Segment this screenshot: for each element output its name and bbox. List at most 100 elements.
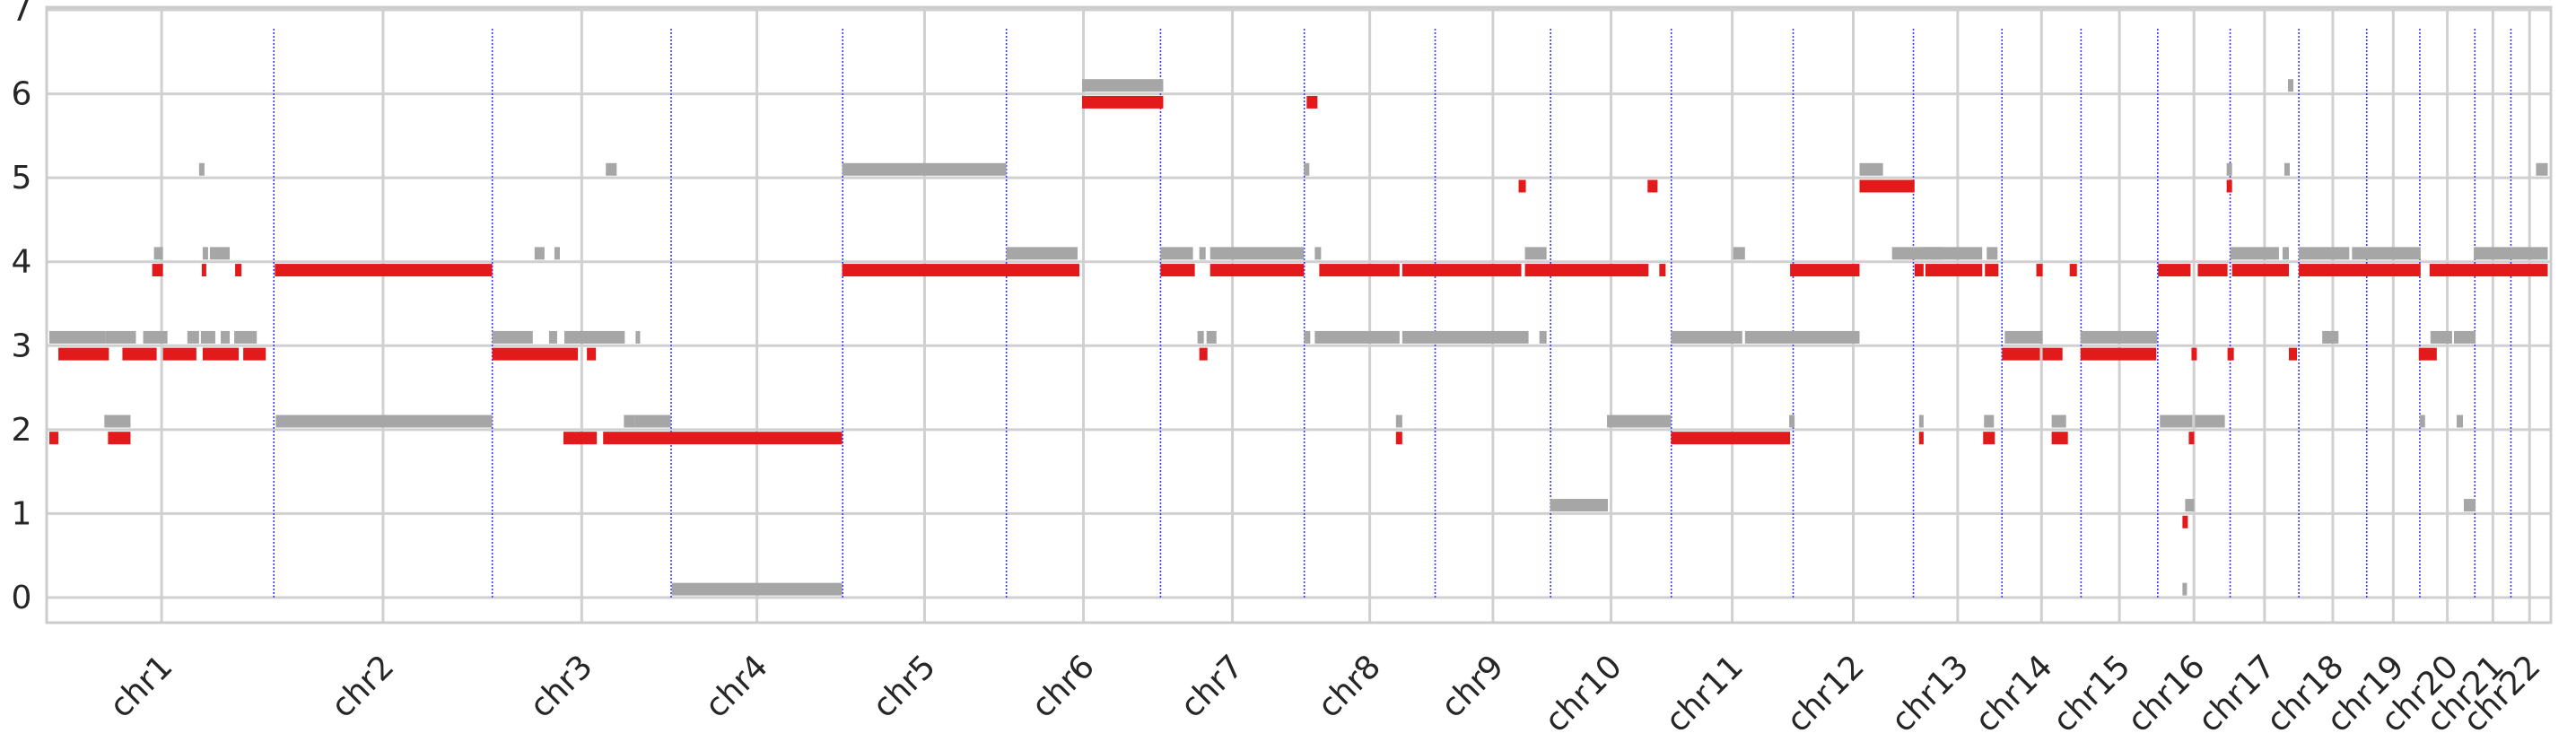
gray-segment bbox=[2051, 415, 2066, 428]
red-segment bbox=[2080, 347, 2157, 361]
y-tick-label: 1 bbox=[12, 495, 32, 532]
gray-segment bbox=[554, 247, 560, 260]
x-gridlines bbox=[160, 7, 2531, 623]
red-segment bbox=[49, 432, 59, 445]
gray-segment bbox=[187, 330, 199, 344]
red-segment bbox=[2191, 347, 2197, 361]
red-segment bbox=[1659, 264, 1666, 277]
gray-series bbox=[49, 79, 2548, 596]
y-gridlines bbox=[47, 8, 2551, 599]
x-tick-label: chr11 bbox=[1659, 648, 1751, 739]
red-segment bbox=[1081, 95, 1164, 109]
gray-segment bbox=[2282, 247, 2289, 260]
gray-segment bbox=[1402, 330, 1529, 344]
red-segment bbox=[563, 432, 598, 445]
gray-segment bbox=[1859, 162, 1883, 176]
gray-segment bbox=[2453, 330, 2476, 344]
x-tick-labels: chr1 chr2 chr3 chr4 chr5 chr6 chr7 chr8 chr9 chr1… bbox=[103, 648, 2548, 739]
gray-segment bbox=[209, 247, 231, 260]
red-series bbox=[49, 95, 2548, 528]
gray-segment bbox=[104, 415, 131, 428]
gray-segment bbox=[49, 330, 106, 344]
red-segment bbox=[1518, 179, 1526, 193]
red-segment bbox=[842, 264, 1079, 277]
x-tick-label: chr9 bbox=[1434, 648, 1511, 725]
gray-segment bbox=[234, 330, 258, 344]
gray-segment bbox=[1395, 415, 1402, 428]
x-tick-label: chr6 bbox=[1025, 648, 1102, 725]
red-segment bbox=[2429, 264, 2548, 277]
red-segment bbox=[1319, 264, 1400, 277]
red-segment bbox=[1983, 432, 1995, 445]
red-segment bbox=[1918, 432, 1924, 445]
gray-segment bbox=[2419, 415, 2425, 428]
gray-segment bbox=[671, 582, 843, 596]
x-tick-label: chr3 bbox=[523, 648, 600, 725]
gray-segment bbox=[200, 330, 215, 344]
gray-segment bbox=[2160, 415, 2193, 428]
y-tick-labels: 0 1 2 3 4 5 6 7 bbox=[12, 0, 32, 616]
x-tick-label: chr7 bbox=[1174, 648, 1251, 725]
gray-segment bbox=[534, 247, 545, 260]
gray-segment bbox=[1006, 247, 1078, 260]
red-segment bbox=[2227, 347, 2234, 361]
gray-segment bbox=[2287, 79, 2294, 92]
gray-segment bbox=[1987, 247, 1998, 260]
red-segment bbox=[492, 347, 579, 361]
x-tick-label: chr2 bbox=[325, 648, 402, 725]
gray-segment bbox=[634, 415, 671, 428]
plot-frame bbox=[45, 5, 2553, 624]
red-segment bbox=[603, 432, 843, 445]
red-segment bbox=[1925, 264, 1983, 277]
gray-segment bbox=[1744, 330, 1860, 344]
x-tick-label: chr13 bbox=[1884, 648, 1976, 739]
gray-segment bbox=[2464, 499, 2476, 512]
x-tick-label: chr1 bbox=[103, 648, 180, 725]
gray-segment bbox=[624, 415, 635, 428]
red-segment bbox=[587, 347, 597, 361]
x-tick-label: chr16 bbox=[2121, 648, 2213, 739]
gray-segment bbox=[153, 247, 163, 260]
gray-segment bbox=[2230, 247, 2279, 260]
red-segment bbox=[58, 347, 109, 361]
y-tick-label: 7 bbox=[12, 0, 32, 29]
x-tick-label: chr4 bbox=[698, 648, 775, 725]
red-segment bbox=[1209, 264, 1305, 277]
red-segment bbox=[2226, 179, 2232, 193]
red-segment bbox=[1199, 347, 1208, 361]
gray-segment bbox=[1314, 330, 1400, 344]
gray-segment bbox=[220, 330, 231, 344]
x-tick-label: chr10 bbox=[1538, 648, 1629, 739]
red-segment bbox=[2288, 347, 2298, 361]
gray-segment bbox=[198, 162, 205, 176]
red-segment bbox=[2042, 347, 2063, 361]
y-tick-label: 6 bbox=[12, 76, 32, 113]
red-segment bbox=[152, 264, 163, 277]
y-tick-label: 5 bbox=[12, 160, 32, 196]
red-segment bbox=[243, 347, 266, 361]
red-segment bbox=[1160, 264, 1195, 277]
gray-segment bbox=[1206, 330, 1217, 344]
gray-segment bbox=[1197, 330, 1204, 344]
red-segment bbox=[162, 347, 196, 361]
gray-segment bbox=[2474, 247, 2548, 260]
x-tick-label: chr12 bbox=[1780, 648, 1872, 739]
y-tick-label: 3 bbox=[12, 327, 32, 364]
red-segment bbox=[108, 432, 131, 445]
red-segment bbox=[1914, 264, 1924, 277]
gray-segment bbox=[1304, 330, 1311, 344]
gray-segment bbox=[1160, 247, 1193, 260]
red-segment bbox=[202, 347, 240, 361]
gray-segment bbox=[1984, 415, 1995, 428]
gray-segment bbox=[1607, 415, 1672, 428]
red-segment bbox=[235, 264, 242, 277]
gray-segment bbox=[105, 330, 136, 344]
gray-segment bbox=[2182, 582, 2187, 596]
gray-segment bbox=[1920, 247, 1983, 260]
red-segment bbox=[122, 347, 157, 361]
red-segment bbox=[2182, 515, 2188, 528]
y-tick-label: 2 bbox=[12, 412, 32, 449]
red-segment bbox=[2418, 347, 2437, 361]
gray-segment bbox=[842, 162, 1007, 176]
x-tick-label: chr8 bbox=[1311, 648, 1388, 725]
